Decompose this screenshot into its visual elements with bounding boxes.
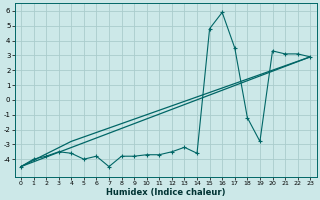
- X-axis label: Humidex (Indice chaleur): Humidex (Indice chaleur): [106, 188, 225, 197]
